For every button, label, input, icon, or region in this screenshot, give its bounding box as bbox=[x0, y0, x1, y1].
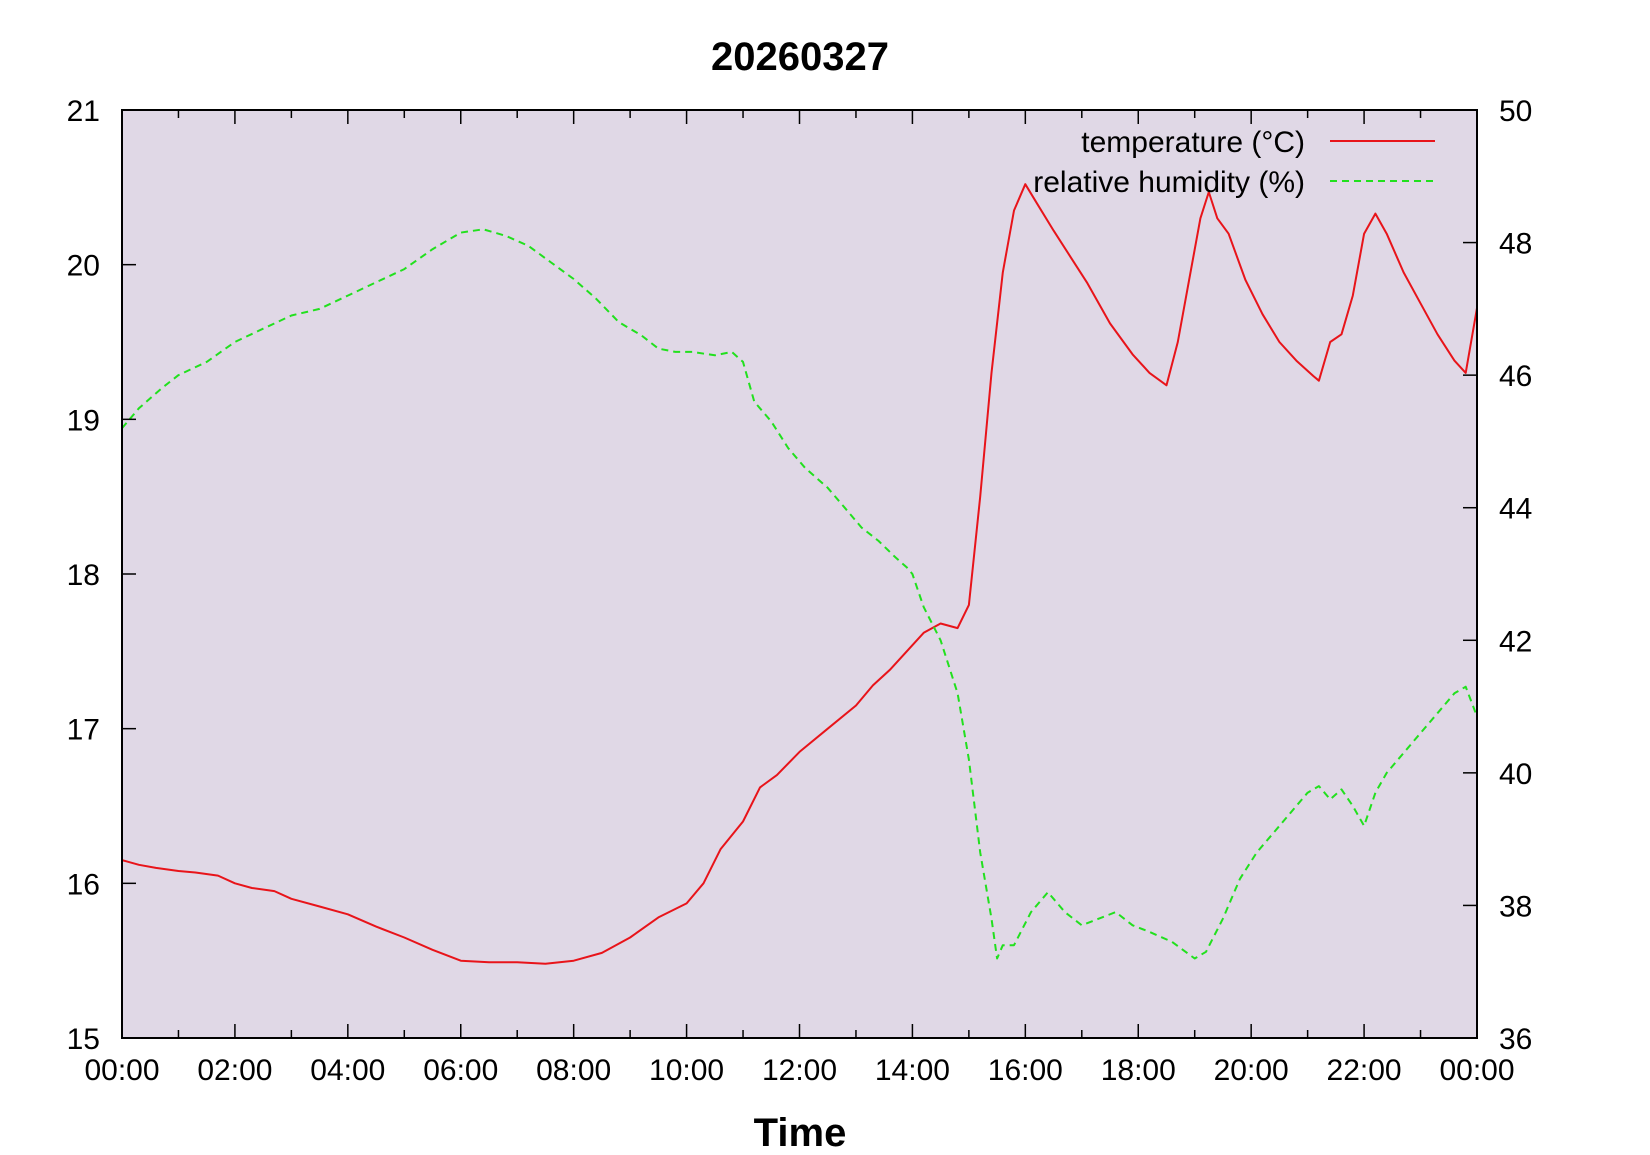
y-left-tick-label: 18 bbox=[67, 559, 100, 592]
y-left-tick-labels: 15 16 17 18 19 20 21 bbox=[67, 95, 100, 1056]
x-tick-label: 04:00 bbox=[310, 1054, 385, 1087]
y-left-tick-label: 16 bbox=[67, 868, 100, 901]
x-tick-label: 22:00 bbox=[1327, 1054, 1402, 1087]
x-axis-label: Time bbox=[754, 1111, 847, 1155]
x-tick-label: 18:00 bbox=[1101, 1054, 1176, 1087]
x-tick-labels: 00:00 02:00 04:00 06:00 08:00 10:00 12:00 14:00… bbox=[84, 1054, 1514, 1087]
y-left-tick-label: 21 bbox=[67, 95, 100, 128]
x-tick-label: 08:00 bbox=[536, 1054, 611, 1087]
tick-marks bbox=[121, 109, 1478, 1039]
y-left-tick-label: 17 bbox=[67, 714, 100, 747]
y-right-tick-labels: 36 38 40 42 44 46 48 50 bbox=[1499, 95, 1532, 1056]
chart-title: 20260327 bbox=[711, 35, 889, 79]
x-tick-label: 00:00 bbox=[1439, 1054, 1514, 1087]
y-right-tick-label: 38 bbox=[1499, 890, 1532, 923]
y-right-tick-label: 50 bbox=[1499, 95, 1532, 128]
legend: temperature (°C) relative humidity (%) bbox=[1033, 126, 1435, 199]
x-tick-label: 00:00 bbox=[84, 1054, 159, 1087]
x-tick-label: 14:00 bbox=[875, 1054, 950, 1087]
y-right-tick-label: 42 bbox=[1499, 625, 1532, 658]
y-right-tick-label: 46 bbox=[1499, 360, 1532, 393]
legend-label-humidity: relative humidity (%) bbox=[1033, 166, 1305, 199]
x-tick-label: 06:00 bbox=[423, 1054, 498, 1087]
x-tick-label: 02:00 bbox=[197, 1054, 272, 1087]
x-tick-label: 16:00 bbox=[988, 1054, 1063, 1087]
x-tick-label: 12:00 bbox=[762, 1054, 837, 1087]
series-layer bbox=[121, 183, 1478, 965]
plot-background bbox=[122, 110, 1477, 1038]
x-tick-label: 20:00 bbox=[1214, 1054, 1289, 1087]
y-left-tick-label: 20 bbox=[67, 250, 100, 283]
y-right-tick-label: 48 bbox=[1499, 228, 1532, 261]
y-left-tick-label: 19 bbox=[67, 404, 100, 437]
series-line-humidity bbox=[121, 228, 1478, 960]
series-line-temperature bbox=[121, 183, 1478, 965]
x-tick-label: 10:00 bbox=[649, 1054, 724, 1087]
y-right-tick-label: 40 bbox=[1499, 758, 1532, 791]
legend-label-temperature: temperature (°C) bbox=[1081, 126, 1305, 159]
y-right-tick-label: 44 bbox=[1499, 493, 1532, 526]
y-right-tick-label: 36 bbox=[1499, 1023, 1532, 1056]
y-left-tick-label: 15 bbox=[67, 1023, 100, 1056]
